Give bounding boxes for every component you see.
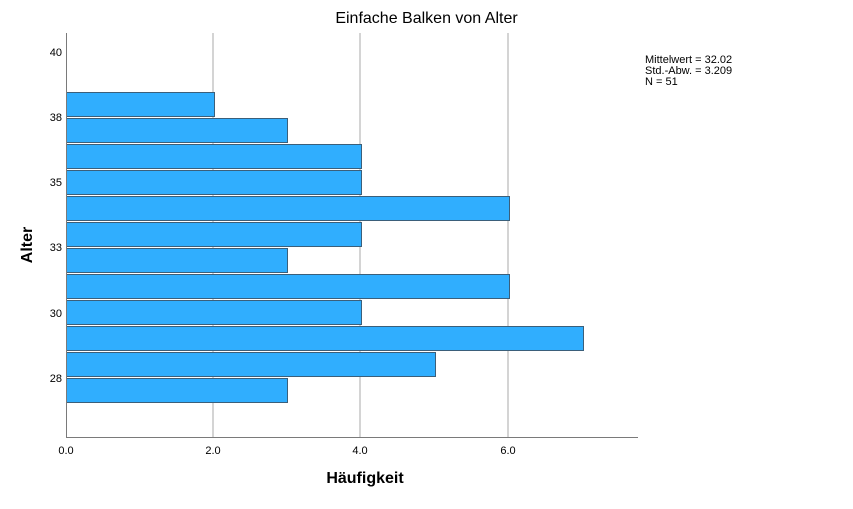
chart-title: Einfache Balken von Alter xyxy=(335,10,518,27)
bar xyxy=(66,144,362,169)
y-tick: 40 xyxy=(49,47,62,59)
x-axis-line xyxy=(66,437,638,438)
x-tick: 6.0 xyxy=(500,445,516,457)
y-tick: 38 xyxy=(49,112,62,124)
y-tick: 35 xyxy=(49,177,62,189)
x-axis-label: Häufigkeit xyxy=(326,470,404,487)
bar xyxy=(66,352,436,377)
bar xyxy=(66,300,362,325)
bar xyxy=(66,196,510,221)
y-axis-line xyxy=(66,33,67,438)
bar xyxy=(66,92,215,117)
x-tick: 4.0 xyxy=(352,445,368,457)
x-tick: 0.0 xyxy=(58,445,74,457)
bar xyxy=(66,222,362,247)
gridline xyxy=(507,33,509,437)
bar xyxy=(66,274,510,299)
y-tick: 30 xyxy=(49,308,62,320)
stat-n: N = 51 xyxy=(645,76,678,88)
bar xyxy=(66,170,362,195)
stat-sd: Std.-Abw. = 3.209 xyxy=(645,65,733,77)
bar xyxy=(66,118,288,143)
bar xyxy=(66,248,288,273)
y-tick: 33 xyxy=(49,242,62,254)
y-tick: 28 xyxy=(49,373,62,385)
bar xyxy=(66,378,288,403)
bar xyxy=(66,326,584,351)
x-tick: 2.0 xyxy=(205,445,221,457)
stat-mean: Mittelwert = 32.02 xyxy=(645,54,733,66)
